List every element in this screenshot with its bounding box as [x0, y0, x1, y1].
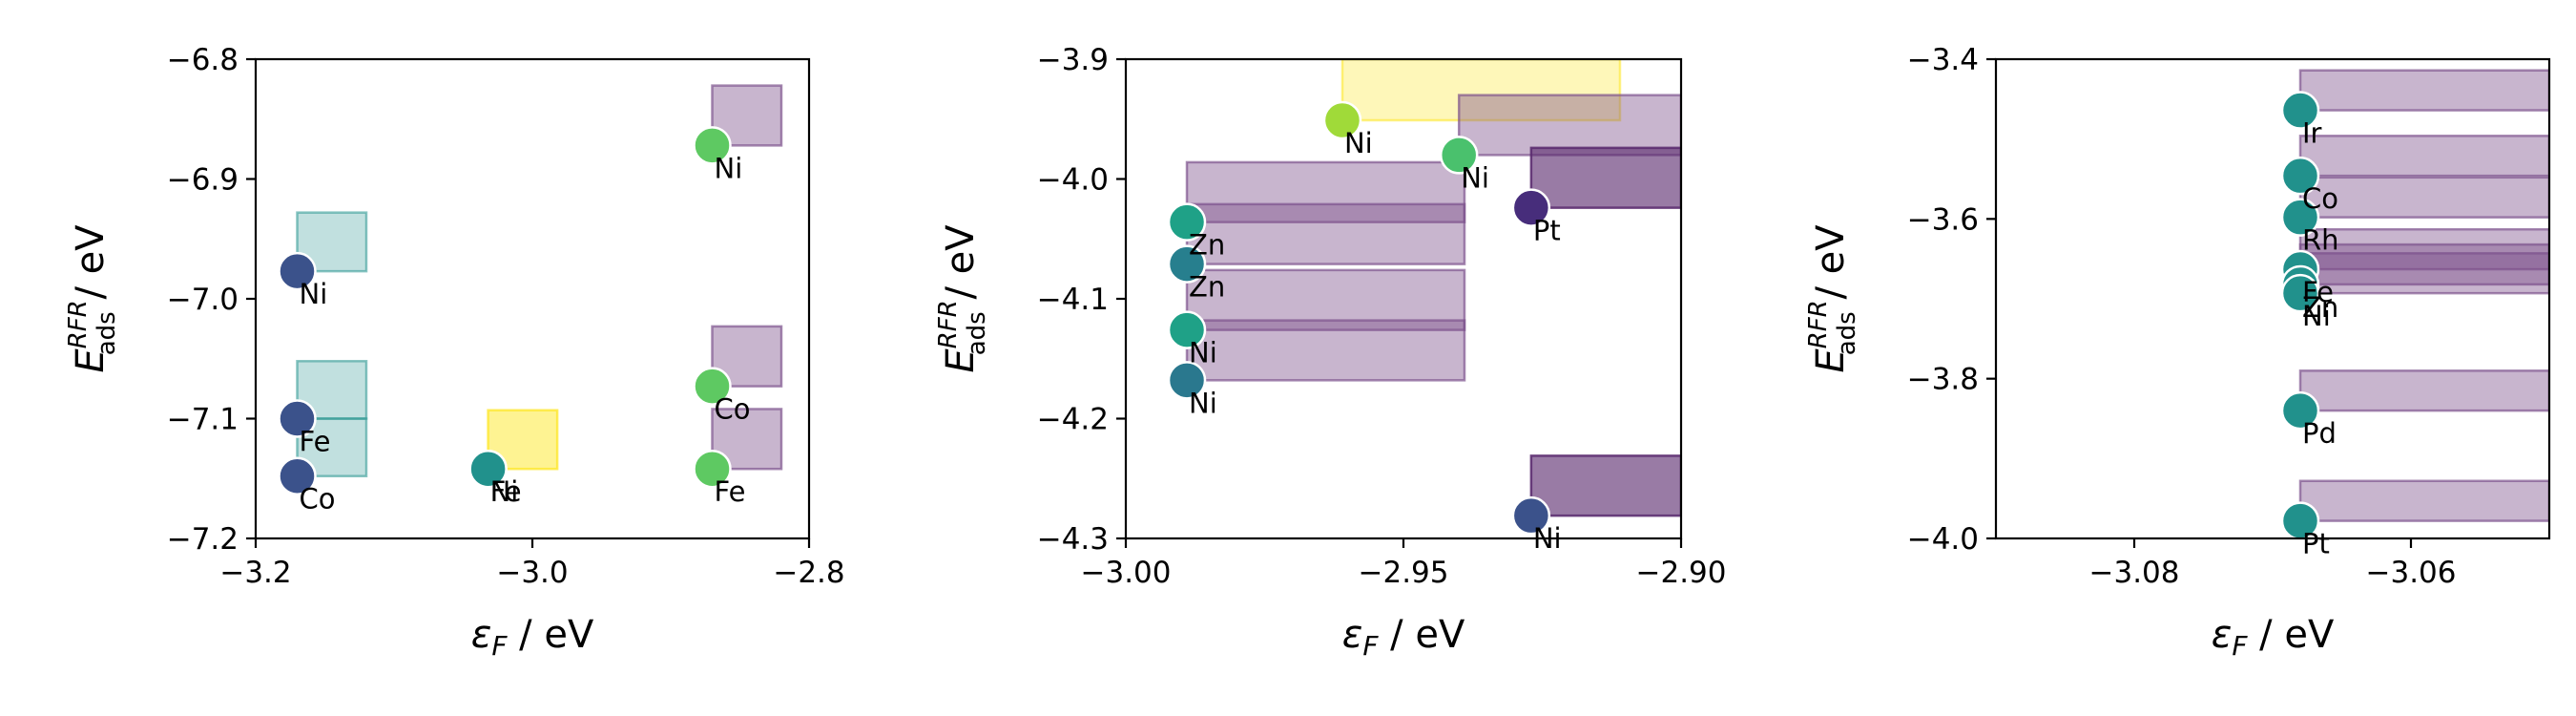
- data-point: [278, 456, 317, 495]
- point-label: Zn: [1189, 271, 1225, 304]
- y-tick-label: −4.0: [1907, 522, 1979, 557]
- data-point: [278, 399, 317, 438]
- x-tick-label: −2.8: [773, 556, 844, 590]
- data-point: [468, 449, 508, 489]
- range-box: [2298, 227, 2549, 271]
- range-box: [2298, 242, 2549, 286]
- point-label: Ir: [2302, 117, 2322, 150]
- data-point: [2280, 156, 2320, 196]
- x-tick-label: −3.2: [219, 556, 291, 590]
- data-point: [1511, 495, 1551, 536]
- y-axis-label: ERFRads / eV: [64, 224, 121, 373]
- point-label: Zn: [2302, 291, 2338, 324]
- x-tick-label: −3.06: [2366, 556, 2457, 590]
- y-tick-label: −4.2: [1037, 403, 1109, 437]
- range-box: [2298, 176, 2549, 219]
- point-label: Ni: [1344, 127, 1373, 159]
- plot-area: [1185, 59, 1681, 517]
- range-box: [1340, 59, 1622, 122]
- y-tick-label: −3.4: [1907, 43, 1979, 77]
- x-axis-label: εF / eV: [1342, 613, 1465, 662]
- y-axis-label: ERFRads / eV: [934, 224, 991, 373]
- point-label: Rh: [2302, 224, 2339, 257]
- point-label: Co: [300, 483, 336, 516]
- point-label: Fe: [300, 426, 331, 458]
- data-point: [2280, 390, 2320, 431]
- range-box: [1185, 202, 1466, 265]
- point-label: Ni: [300, 278, 328, 310]
- range-box: [2298, 135, 2549, 178]
- x-tick-label: −3.0: [496, 556, 568, 590]
- y-tick-label: −7.2: [167, 522, 239, 557]
- range-box: [2298, 252, 2549, 295]
- range-box: [1529, 454, 1681, 517]
- point-label: Fe: [2302, 276, 2334, 308]
- x-tick-label: −2.95: [1359, 556, 1449, 590]
- range-box: [2298, 369, 2549, 412]
- point-label: Ni: [2302, 300, 2331, 332]
- plot-area: [2298, 69, 2549, 522]
- y-tick-label: −6.8: [167, 43, 239, 77]
- point-label: Pt: [1533, 215, 1561, 247]
- x-tick-label: −3.08: [2089, 556, 2180, 590]
- point-label: Co: [2302, 182, 2338, 215]
- x-tick-label: −3.00: [1081, 556, 1172, 590]
- data-point: [2280, 198, 2320, 237]
- y-tick-label: −7.0: [167, 283, 239, 317]
- data-point: [693, 367, 732, 406]
- data-point: [278, 251, 317, 291]
- x-tick-label: −2.90: [1636, 556, 1727, 590]
- y-tick-label: −3.6: [1907, 202, 1979, 237]
- point-label: Pt: [2302, 528, 2330, 560]
- range-box: [1529, 146, 1681, 209]
- range-box: [2298, 69, 2549, 112]
- range-box: [1457, 94, 1681, 157]
- y-tick-label: −6.9: [167, 163, 239, 198]
- y-tick-label: −4.1: [1037, 283, 1109, 317]
- y-tick-label: −3.9: [1037, 43, 1109, 77]
- data-point: [1167, 310, 1207, 349]
- point-label: Pd: [2302, 417, 2337, 450]
- range-box: [1185, 160, 1466, 223]
- point-label: Ni: [1189, 337, 1217, 369]
- x-axis-label: εF / eV: [471, 613, 594, 662]
- range-box: [2298, 479, 2549, 522]
- point-label: Ni: [715, 152, 743, 184]
- point-label: Ni: [1189, 387, 1217, 419]
- data-point: [693, 449, 732, 489]
- axes-frame: [1994, 57, 2551, 540]
- x-axis-label: εF / eV: [2212, 613, 2335, 662]
- y-tick-label: −3.8: [1907, 363, 1979, 397]
- point-label: Ni: [490, 475, 519, 508]
- data-point: [1167, 361, 1207, 400]
- y-axis-label: ERFRads / eV: [1804, 224, 1861, 373]
- y-tick-label: −7.1: [167, 403, 239, 437]
- data-point: [1511, 188, 1551, 227]
- data-point: [693, 126, 732, 165]
- data-point: [1167, 202, 1207, 242]
- data-point: [2280, 91, 2320, 130]
- point-label: Fe: [490, 475, 522, 508]
- point-label: Zn: [1189, 229, 1225, 262]
- point-label: Co: [715, 393, 751, 426]
- data-point: [1322, 100, 1362, 140]
- data-point: [2280, 273, 2320, 313]
- data-point: [1439, 136, 1479, 175]
- y-tick-label: −4.0: [1037, 163, 1109, 198]
- point-label: Ni: [1461, 161, 1489, 194]
- range-box: [1185, 319, 1466, 382]
- y-tick-label: −4.3: [1037, 522, 1109, 557]
- point-label: Fe: [715, 475, 746, 508]
- data-point: [1167, 244, 1207, 284]
